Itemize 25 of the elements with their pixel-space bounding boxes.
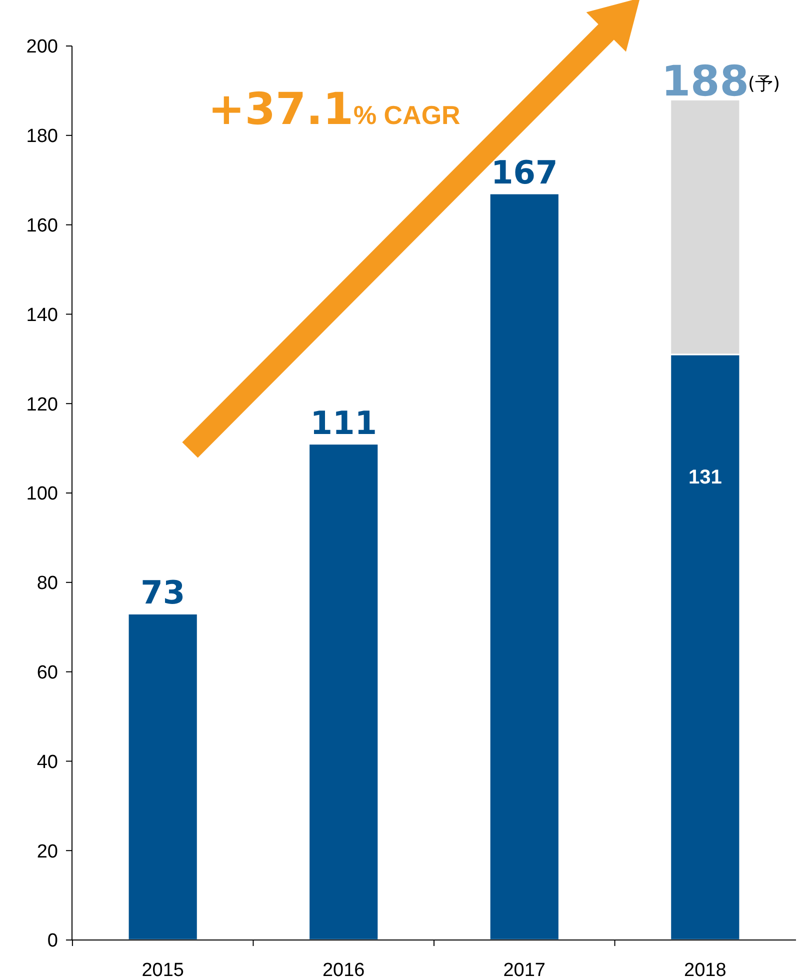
y-tick-label: 40 (36, 752, 58, 773)
x-tick-label: 2015 (142, 960, 184, 979)
total-label: 188 (661, 56, 749, 106)
annotation: +37.1% CAGR (208, 84, 461, 135)
bar (308, 443, 380, 941)
bar (127, 612, 198, 941)
data-label: 131 (688, 466, 722, 488)
x-tick-label: 2018 (684, 960, 726, 979)
y-tick-label: 100 (26, 484, 58, 505)
annotation: (予) (748, 74, 780, 95)
y-tick-label: 0 (47, 930, 58, 952)
total-label: 167 (490, 154, 558, 192)
y-tick-label: 80 (36, 573, 58, 594)
x-tick-label: 2016 (322, 960, 365, 979)
y-tick-label: 180 (26, 126, 58, 148)
bar (488, 192, 560, 941)
total-label: 73 (140, 574, 186, 612)
y-tick-label: 200 (26, 36, 58, 58)
x-tick-label: 2017 (503, 960, 546, 979)
y-tick-label: 60 (36, 662, 58, 684)
y-tick-label: 160 (26, 215, 58, 236)
y-tick-label: 140 (26, 304, 58, 326)
y-tick-label: 20 (36, 841, 58, 862)
total-label: 111 (310, 404, 378, 442)
y-tick-label: 120 (26, 394, 58, 416)
